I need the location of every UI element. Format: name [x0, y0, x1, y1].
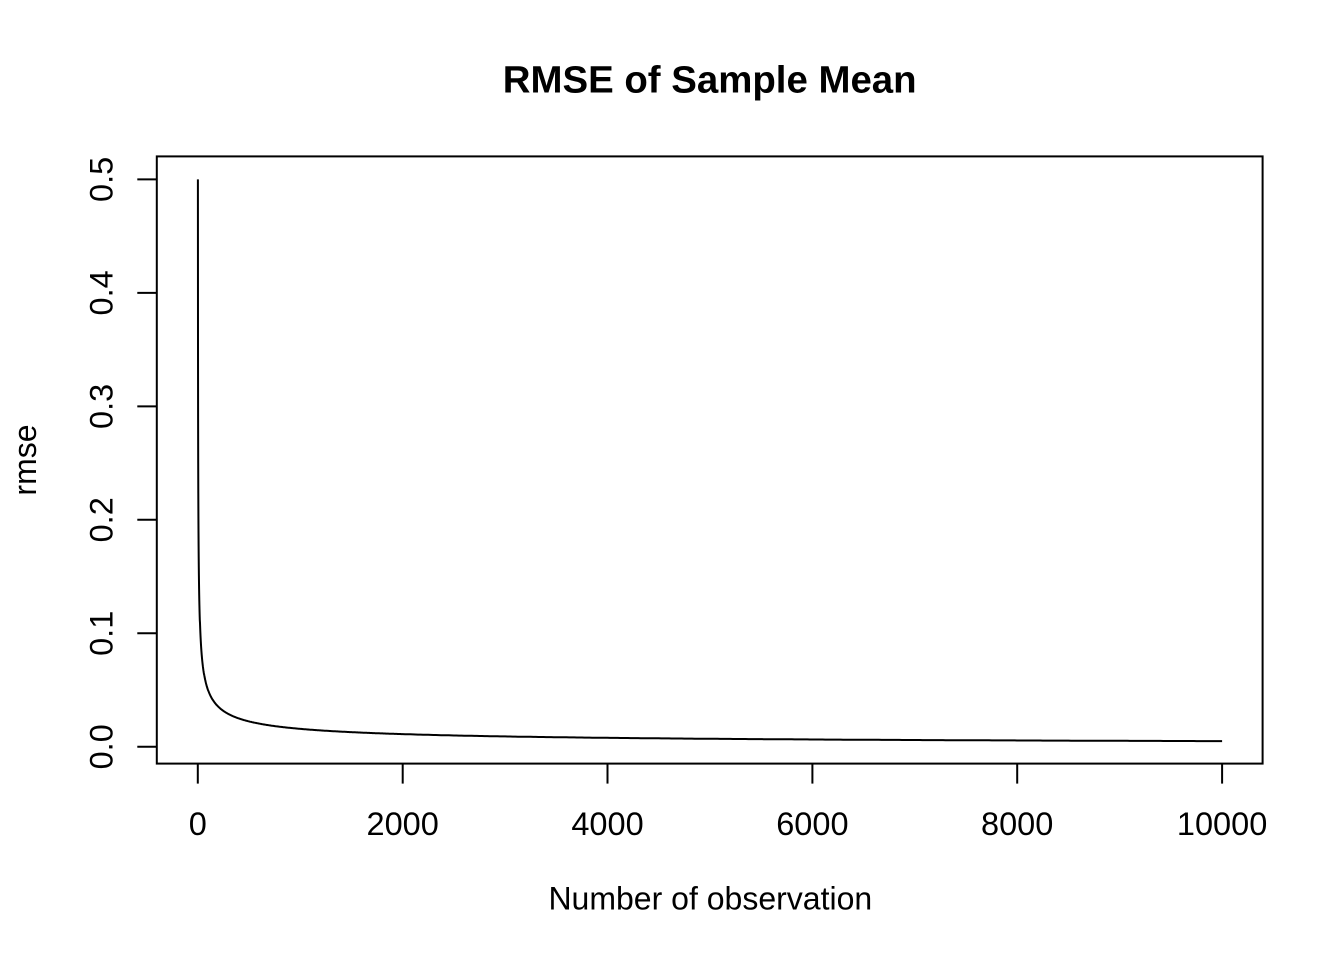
svg-text:0: 0: [189, 806, 207, 842]
svg-text:0.0: 0.0: [84, 724, 120, 769]
svg-text:RMSE of Sample Mean: RMSE of Sample Mean: [503, 59, 917, 102]
svg-text:Number of observation: Number of observation: [548, 881, 872, 917]
svg-text:0.1: 0.1: [84, 611, 120, 656]
svg-text:10000: 10000: [1177, 806, 1267, 842]
svg-text:2000: 2000: [367, 806, 439, 842]
svg-text:0.2: 0.2: [84, 497, 120, 542]
svg-text:0.4: 0.4: [84, 270, 120, 315]
svg-text:6000: 6000: [776, 806, 848, 842]
svg-text:0.5: 0.5: [84, 157, 120, 202]
svg-text:8000: 8000: [981, 806, 1053, 842]
svg-text:4000: 4000: [571, 806, 643, 842]
svg-text:rmse: rmse: [7, 424, 43, 495]
svg-text:0.3: 0.3: [84, 384, 120, 429]
